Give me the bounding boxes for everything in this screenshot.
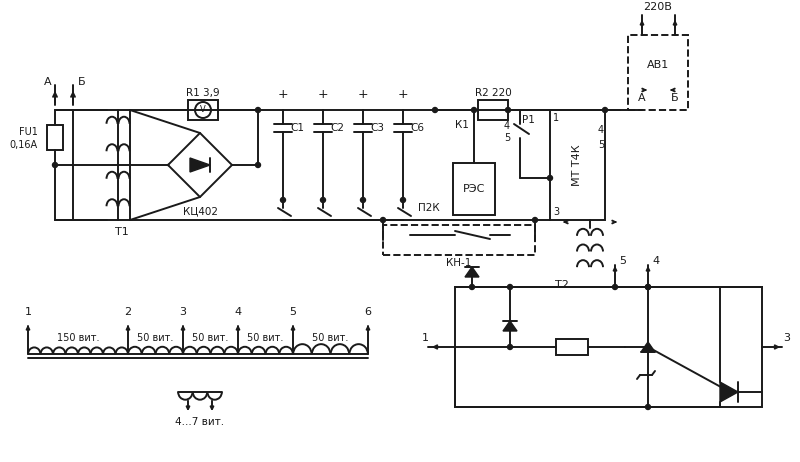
Bar	[550, 110, 605, 220]
Polygon shape	[503, 321, 517, 331]
Bar	[188, 100, 218, 120]
Circle shape	[53, 163, 58, 168]
Text: 50 вит.: 50 вит.	[192, 333, 229, 343]
Circle shape	[507, 285, 513, 290]
Text: +: +	[318, 87, 328, 101]
Text: 5: 5	[290, 307, 297, 317]
Text: 1: 1	[25, 307, 31, 317]
Text: 5: 5	[619, 256, 626, 266]
Circle shape	[646, 345, 650, 349]
Text: 150 вит.: 150 вит.	[57, 333, 99, 343]
Circle shape	[646, 285, 650, 290]
Text: 5: 5	[598, 140, 604, 150]
Text: КЦ402: КЦ402	[182, 206, 218, 216]
Circle shape	[321, 197, 326, 202]
Text: 3: 3	[783, 333, 790, 343]
Circle shape	[533, 218, 538, 223]
Circle shape	[471, 108, 477, 113]
Text: 2: 2	[125, 307, 131, 317]
Circle shape	[361, 197, 366, 202]
Text: 3: 3	[553, 207, 559, 217]
Circle shape	[401, 197, 406, 202]
Text: РЭС: РЭС	[463, 184, 485, 194]
Text: П2К: П2К	[418, 203, 440, 213]
Text: 50 вит.: 50 вит.	[138, 333, 174, 343]
Text: C3: C3	[370, 123, 384, 133]
Text: МТ Т4К: МТ Т4К	[572, 144, 582, 186]
Text: P1: P1	[522, 115, 534, 125]
Circle shape	[255, 108, 261, 113]
Text: 1: 1	[553, 113, 559, 123]
Text: КН-1: КН-1	[446, 258, 472, 268]
Polygon shape	[641, 342, 655, 352]
Circle shape	[613, 285, 618, 290]
Circle shape	[507, 345, 513, 349]
Circle shape	[646, 285, 650, 290]
Text: C6: C6	[410, 123, 424, 133]
Text: Б: Б	[671, 93, 679, 103]
Text: К1: К1	[455, 120, 469, 130]
Text: V: V	[200, 105, 206, 115]
Text: 4: 4	[234, 307, 242, 317]
Circle shape	[470, 285, 474, 290]
Text: C2: C2	[330, 123, 344, 133]
Circle shape	[281, 197, 286, 202]
Bar	[383, 225, 535, 255]
Text: 6: 6	[365, 307, 371, 317]
Bar	[455, 287, 762, 407]
Text: Т2: Т2	[555, 280, 569, 290]
Text: Т1: Т1	[115, 227, 129, 237]
Circle shape	[602, 108, 607, 113]
Text: FU1: FU1	[19, 127, 38, 137]
Text: +: +	[398, 87, 408, 101]
Text: R1 3,9: R1 3,9	[186, 88, 220, 98]
Text: 0,16А: 0,16А	[10, 140, 38, 150]
Polygon shape	[465, 267, 479, 277]
Circle shape	[433, 108, 438, 113]
Bar	[47, 125, 63, 150]
Polygon shape	[190, 158, 210, 172]
Text: 4: 4	[653, 256, 659, 266]
Text: А: А	[44, 77, 52, 87]
Text: Б: Б	[78, 77, 86, 87]
Text: 220В: 220В	[643, 2, 673, 12]
Text: АВ1: АВ1	[647, 60, 669, 70]
Text: 4...7 вит.: 4...7 вит.	[175, 417, 225, 427]
Bar	[628, 35, 688, 110]
Text: 4: 4	[504, 121, 510, 131]
Text: C1: C1	[290, 123, 304, 133]
Circle shape	[255, 163, 261, 168]
Text: 3: 3	[179, 307, 186, 317]
Circle shape	[506, 108, 510, 113]
Bar	[453, 163, 495, 215]
Text: +: +	[278, 87, 288, 101]
Circle shape	[646, 405, 650, 409]
Text: 50 вит.: 50 вит.	[247, 333, 284, 343]
Circle shape	[381, 218, 386, 223]
Text: 4: 4	[598, 125, 604, 135]
Text: +: +	[358, 87, 368, 101]
Text: 50 вит.: 50 вит.	[312, 333, 349, 343]
Text: 5: 5	[504, 133, 510, 143]
Text: А: А	[638, 93, 646, 103]
Polygon shape	[720, 382, 738, 402]
Text: R2 220: R2 220	[474, 88, 511, 98]
Text: 1: 1	[422, 333, 429, 343]
Bar	[478, 100, 508, 120]
Bar	[556, 339, 588, 355]
Circle shape	[547, 176, 553, 181]
